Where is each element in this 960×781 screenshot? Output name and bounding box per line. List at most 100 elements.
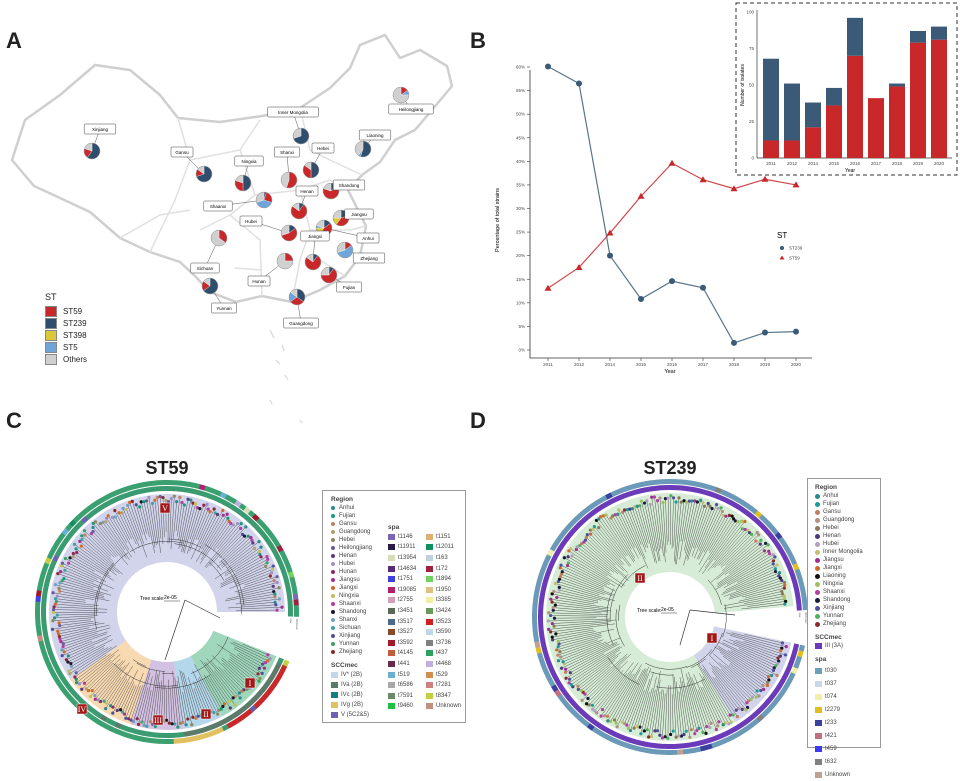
tree-c-tip-node bbox=[189, 499, 192, 502]
legend-item: Guangdong bbox=[331, 528, 372, 536]
province-label: Yunnan bbox=[216, 306, 232, 311]
tree-c-tip-node bbox=[111, 516, 114, 519]
legend-item: t7591 bbox=[388, 691, 426, 701]
legend-swatch bbox=[426, 566, 433, 572]
tree-d-tip-node bbox=[721, 510, 724, 513]
tree-d-inner-ring-segment bbox=[657, 485, 663, 490]
tree-c-tip-node bbox=[137, 723, 140, 726]
legend-item: Fujian bbox=[331, 512, 372, 520]
legend-item: t3527 bbox=[388, 627, 426, 637]
legend-item-st398: ST398 bbox=[45, 329, 87, 341]
point-st239 bbox=[793, 329, 799, 335]
tree-c-tip-node bbox=[265, 555, 268, 558]
legend-label: t3590 bbox=[436, 628, 451, 636]
legend-label: t1894 bbox=[436, 575, 451, 583]
tree-d-tip-node bbox=[685, 501, 688, 504]
tree-c-outer-ring-segment bbox=[173, 738, 179, 743]
tree-c-tree-scale-label: Tree scale: bbox=[140, 596, 165, 602]
tree-c-tip-node bbox=[83, 533, 86, 536]
tree-c-tip-node bbox=[151, 502, 154, 505]
legend-item: Jiangxi bbox=[331, 584, 372, 592]
legend-item: Inner Mongolia bbox=[815, 548, 863, 556]
tree-d-inner-ring-segment bbox=[539, 629, 545, 635]
tree-c-inner-ring-segment bbox=[287, 594, 293, 600]
tree-d-tip-node bbox=[580, 689, 583, 692]
point-st239 bbox=[762, 330, 768, 336]
tree-c-inner-ring-segment bbox=[41, 607, 46, 613]
tree-d-tip-node bbox=[772, 559, 775, 562]
y-tick-label: 35% bbox=[516, 182, 525, 187]
tree-d-tip-node bbox=[756, 689, 759, 692]
tree-d-tip-node bbox=[621, 721, 624, 724]
tree-d-outer-ring-segment bbox=[532, 606, 537, 612]
tree-c-tip-node bbox=[277, 586, 280, 589]
tree-d-tip-node bbox=[674, 736, 677, 739]
inset-y-axis-title: Number of isolates bbox=[740, 64, 746, 106]
bar-st239-2018 bbox=[889, 84, 905, 87]
tree-c-tip-node bbox=[121, 507, 124, 510]
tree-d-tip-node bbox=[551, 601, 554, 604]
spa-legend-title: spa bbox=[388, 524, 464, 532]
tree-c-tip-node bbox=[176, 726, 179, 729]
legend-item: t421 bbox=[815, 729, 863, 742]
tree-d-tip-node bbox=[680, 501, 683, 504]
legend-item: t3424 bbox=[426, 606, 464, 616]
tree-c-outer-ring-segment bbox=[160, 480, 166, 485]
legend-swatch bbox=[815, 720, 822, 726]
legend-label: Zhejiang bbox=[339, 648, 362, 656]
tree-c-ring-label: spa bbox=[289, 618, 293, 623]
province-pie-jiangxi: Jiangxi bbox=[301, 231, 329, 270]
tree-d-outer-ring-segment bbox=[532, 618, 537, 624]
tree-c-tip-node bbox=[231, 523, 234, 526]
tree-c-tip-node bbox=[271, 568, 274, 571]
tree-d-inner-ring-segment bbox=[659, 744, 665, 749]
tree-d-inner-ring-segment bbox=[669, 485, 675, 490]
legend-dot bbox=[331, 562, 335, 566]
tree-c-inner-ring-segment bbox=[286, 589, 292, 595]
tree-d-tip-node bbox=[549, 614, 552, 617]
tree-d-tip-node bbox=[560, 667, 563, 670]
tree-d-tip-node bbox=[708, 726, 711, 729]
tree-c-inner-ring-segment bbox=[41, 613, 46, 619]
tree-d-tip-node bbox=[759, 543, 762, 546]
legend-item: V (5C2&5) bbox=[331, 710, 372, 720]
legend-label: t3424 bbox=[436, 607, 451, 615]
spa-legend-title: spa bbox=[815, 656, 863, 664]
legend-label: Jiangsu bbox=[339, 576, 360, 584]
province-label: Gansu bbox=[175, 150, 189, 155]
tree-d-tip-node bbox=[734, 519, 737, 522]
tree-c-tip-node bbox=[183, 503, 186, 506]
legend-item: t233 bbox=[815, 716, 863, 729]
tree-c-tip-node bbox=[61, 645, 64, 648]
tree-c-tip-node bbox=[238, 691, 241, 694]
legend-label: Hebei bbox=[823, 524, 839, 532]
tree-c-tip-node bbox=[140, 720, 143, 723]
tree-c-inner-ring-segment bbox=[157, 733, 163, 738]
legend-label: t632 bbox=[825, 757, 837, 767]
x-axis-title: Year bbox=[664, 369, 675, 375]
inset-x-tick-label: 2014 bbox=[808, 161, 819, 166]
tree-c-tip-node bbox=[251, 541, 254, 544]
tree-c-tip-node bbox=[126, 504, 129, 507]
tree-c-tip-node bbox=[143, 724, 146, 727]
legend-dot bbox=[331, 522, 335, 526]
point-st239 bbox=[545, 64, 551, 70]
tree-c-tip-node bbox=[244, 525, 247, 528]
legend-swatch bbox=[815, 566, 820, 571]
tree-d-tip-node bbox=[564, 677, 567, 680]
clade-label-text: V bbox=[162, 504, 168, 513]
legend-item: t3523 bbox=[426, 617, 464, 627]
tree-c-tree-scale-value: 2e-05 bbox=[164, 595, 177, 601]
legend-swatch bbox=[815, 510, 820, 515]
legend-label: Ningxia bbox=[823, 580, 843, 588]
tree-c-tip-node bbox=[111, 711, 114, 714]
legend-label: t074 bbox=[825, 692, 837, 702]
tree-d-outer-ring-segment bbox=[663, 479, 669, 484]
tree-c-tip-node bbox=[94, 698, 97, 701]
y-tick-label: 30% bbox=[516, 206, 525, 211]
tree-c-inner-ring-segment bbox=[162, 733, 168, 738]
legend-item: t3736 bbox=[426, 638, 464, 648]
tree-d-tip-node bbox=[569, 547, 572, 550]
tree-d-phylogenetic-tree: III bbox=[532, 479, 808, 755]
y-tick-label: 45% bbox=[516, 135, 525, 140]
